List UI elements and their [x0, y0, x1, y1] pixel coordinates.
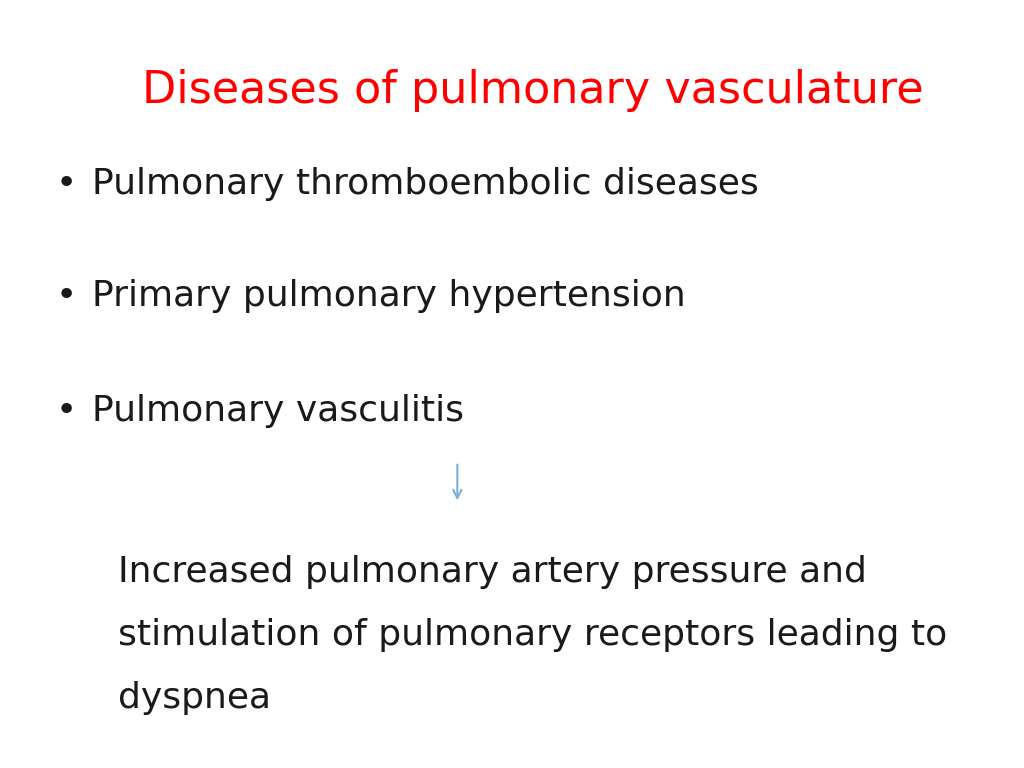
Text: •: • [56, 394, 77, 428]
Text: Increased pulmonary artery pressure and: Increased pulmonary artery pressure and [118, 555, 866, 589]
Text: dyspnea: dyspnea [118, 681, 270, 715]
Text: Pulmonary vasculitis: Pulmonary vasculitis [92, 394, 464, 428]
Text: Primary pulmonary hypertension: Primary pulmonary hypertension [92, 279, 686, 313]
Text: Diseases of pulmonary vasculature: Diseases of pulmonary vasculature [141, 69, 924, 112]
Text: •: • [56, 279, 77, 313]
Text: stimulation of pulmonary receptors leading to: stimulation of pulmonary receptors leadi… [118, 618, 947, 652]
Text: Pulmonary thromboembolic diseases: Pulmonary thromboembolic diseases [92, 167, 759, 201]
Text: •: • [56, 167, 77, 201]
